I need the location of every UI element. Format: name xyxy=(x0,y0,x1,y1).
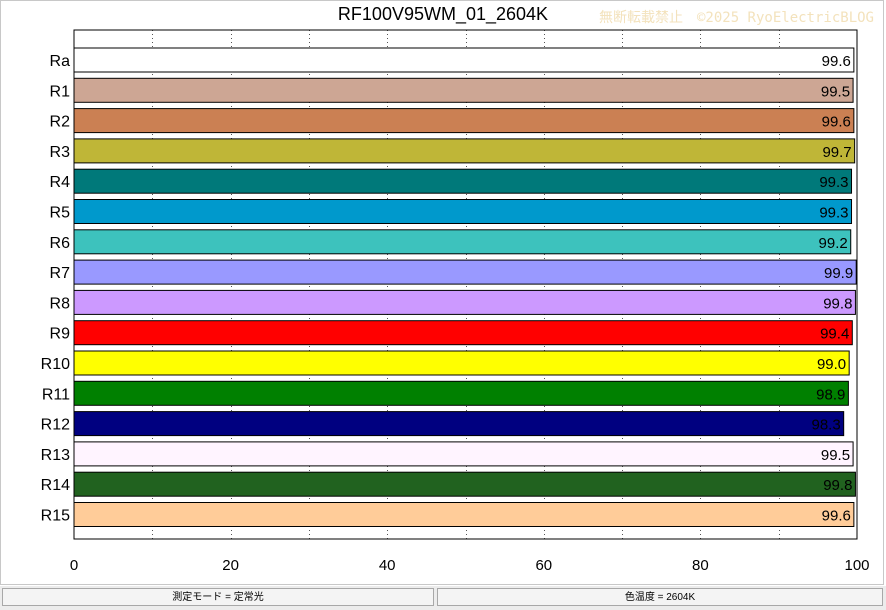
value-label: 99.6 xyxy=(822,114,851,131)
category-label: R2 xyxy=(50,114,71,131)
value-label: 99.5 xyxy=(821,83,850,100)
value-label: 99.2 xyxy=(819,235,848,252)
category-label: R3 xyxy=(50,144,71,161)
x-tick-label: 80 xyxy=(692,557,709,574)
category-label: R1 xyxy=(50,83,71,100)
value-label: 99.7 xyxy=(822,144,851,161)
bar xyxy=(73,259,857,285)
bar xyxy=(73,77,854,103)
bar xyxy=(73,320,853,346)
bar xyxy=(73,229,852,255)
bar xyxy=(73,108,855,134)
plot-area-border xyxy=(73,29,858,540)
value-label: 99.8 xyxy=(823,295,852,312)
category-label: R11 xyxy=(42,386,70,403)
category-label: R10 xyxy=(41,356,70,373)
category-label: R6 xyxy=(50,235,71,252)
value-label: 99.5 xyxy=(821,447,850,464)
value-label: 98.3 xyxy=(811,417,840,434)
value-label: 98.9 xyxy=(816,386,845,403)
measure-mode-status: 測定モード = 定常光 xyxy=(2,588,434,606)
category-label: R15 xyxy=(41,508,70,525)
category-label: Ra xyxy=(50,53,71,70)
category-label: R7 xyxy=(50,265,71,282)
x-tick-label: 0 xyxy=(70,557,78,574)
category-label: R9 xyxy=(50,326,71,343)
value-label: 99.0 xyxy=(817,356,846,373)
x-tick-label: 40 xyxy=(379,557,396,574)
bar xyxy=(73,199,853,224)
bar-chart: 99.6 99.5 99.6 99.7 99.3 99.3 99.2 99.9 99.8 99.4… xyxy=(41,29,870,574)
bar xyxy=(73,441,854,467)
value-label: 99.4 xyxy=(820,326,849,343)
category-label: R5 xyxy=(50,205,71,222)
value-label: 99.9 xyxy=(824,265,853,282)
bar xyxy=(73,47,855,73)
axes: 0 20 40 60 80 100 Ra R1 R2 R3 R4 R5 R6 R7 R8 R9 R10 R11 R1… xyxy=(41,29,870,574)
watermark: 無断転載禁止 ©2025 RyoElectricBLOG xyxy=(598,10,874,26)
value-label: 99.3 xyxy=(819,205,848,222)
color-temperature-status: 色温度 = 2604K xyxy=(437,588,883,606)
value-label: 99.3 xyxy=(819,174,848,191)
bar xyxy=(73,138,856,164)
x-tick-label: 100 xyxy=(844,557,869,574)
category-label: R13 xyxy=(41,447,70,464)
x-tick-label: 20 xyxy=(222,557,239,574)
bar xyxy=(73,471,856,497)
bar xyxy=(73,411,845,437)
value-label: 99.6 xyxy=(822,53,851,70)
bars: 99.6 99.5 99.6 99.7 99.3 99.3 99.2 99.9 99.8 99.4… xyxy=(73,47,857,527)
category-label: R12 xyxy=(41,417,70,434)
bar xyxy=(73,289,856,315)
category-label: R4 xyxy=(50,174,71,191)
bar xyxy=(73,168,853,194)
bar xyxy=(73,502,855,527)
bar xyxy=(73,380,849,406)
category-label: R14 xyxy=(41,477,70,494)
category-label: R8 xyxy=(50,295,71,312)
chart-frame xyxy=(0,0,884,585)
status-bar: 測定モード = 定常光 色温度 = 2604K xyxy=(0,586,886,610)
bar xyxy=(73,350,850,376)
x-tick-label: 60 xyxy=(535,557,552,574)
value-label: 99.8 xyxy=(823,477,852,494)
chart-title: RF100V95WM_01_2604K xyxy=(337,4,549,24)
value-label: 99.6 xyxy=(822,508,851,525)
